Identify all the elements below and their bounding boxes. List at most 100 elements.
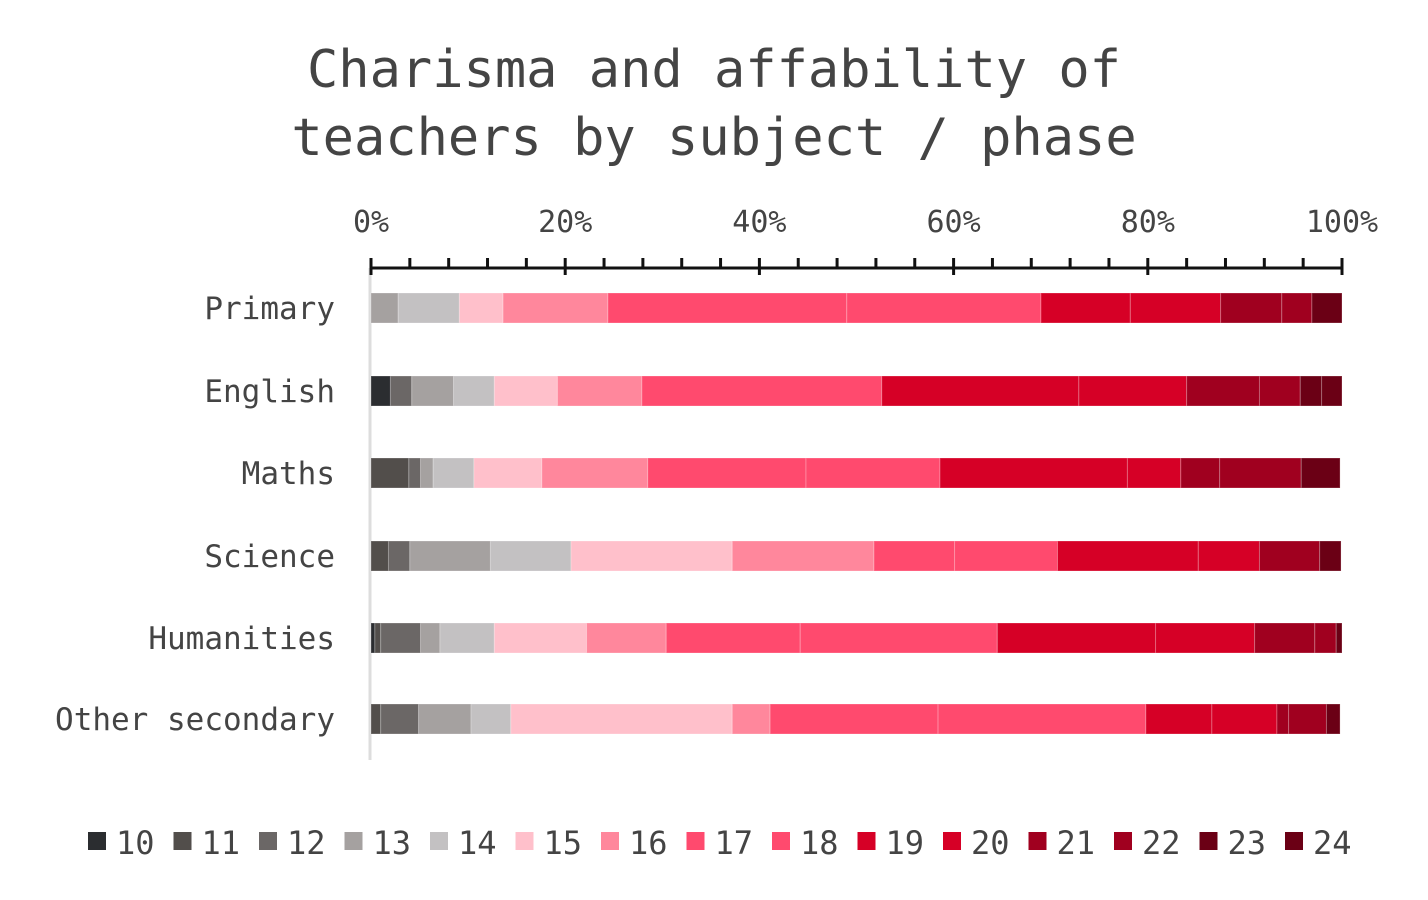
legend-swatch-16 <box>601 832 619 850</box>
chart-title: Charisma and affability of teachers by s… <box>0 36 1428 172</box>
bar-segment-22 <box>1288 703 1327 735</box>
bar-segment-13 <box>418 703 472 735</box>
bar-segment-14 <box>397 292 460 324</box>
legend-label: 24 <box>1313 824 1352 862</box>
bar-segment-23 <box>1319 540 1342 572</box>
bar-segment-17 <box>607 292 848 324</box>
legend-swatch-13 <box>344 832 363 850</box>
bar-segment-23 <box>1311 292 1343 324</box>
legend-label: 21 <box>1057 824 1096 862</box>
bar-segment-24 <box>1321 375 1343 407</box>
legend-label: 20 <box>971 824 1010 862</box>
bar-segment-16 <box>556 375 643 407</box>
legend-swatch-11 <box>173 832 192 850</box>
bar-segment-11 <box>374 622 382 654</box>
bar-segment-16 <box>541 457 649 489</box>
bar-segment-13 <box>411 375 455 407</box>
bar-segment-15 <box>570 540 733 572</box>
legend-label: 18 <box>800 824 839 862</box>
bar-segment-19 <box>1145 703 1213 735</box>
bar-segment-10 <box>370 375 391 407</box>
bar-segment-15 <box>493 375 558 407</box>
bar-segment-21 <box>1276 703 1290 735</box>
bar-segment-16 <box>502 292 609 324</box>
legend-swatch-18 <box>772 832 790 850</box>
category-label: English <box>204 374 335 410</box>
bar-segment-22 <box>1314 622 1337 654</box>
legend-label: 16 <box>629 824 668 862</box>
bar-segment-14 <box>470 703 512 735</box>
bar-segment-15 <box>493 622 588 654</box>
bar-segment-19 <box>996 622 1157 654</box>
bar-segment-16 <box>586 622 667 654</box>
x-tick-label: 100% <box>1306 205 1378 240</box>
legend-label: 23 <box>1228 824 1267 862</box>
bar-segment-19 <box>1056 540 1199 572</box>
bar-segment-16 <box>731 703 771 735</box>
bar-segment-14 <box>439 622 495 654</box>
bar-segment-18 <box>846 292 1042 324</box>
bar-segment-16 <box>731 540 875 572</box>
bar-segment-14 <box>489 540 572 572</box>
bar-segment-14 <box>432 457 475 489</box>
bar-segment-11 <box>370 457 410 489</box>
legend-swatch-22 <box>1114 832 1132 850</box>
bar-segment-18 <box>937 703 1147 735</box>
category-label: Primary <box>204 291 335 327</box>
bar-segment-22 <box>1281 292 1313 324</box>
legend-label: 17 <box>715 824 754 862</box>
bar-segment-19 <box>939 457 1128 489</box>
x-tick-label: 20% <box>538 205 592 240</box>
x-tick-label: 60% <box>927 205 981 240</box>
bar-segment-15 <box>510 703 733 735</box>
chart-title-line-2: teachers by subject / phase <box>291 108 1137 168</box>
x-tick-label: 0% <box>353 205 389 240</box>
legend-label: 22 <box>1142 824 1181 862</box>
bar-segment-23 <box>1300 457 1341 489</box>
legend-swatch-19 <box>857 832 876 850</box>
category-label: Science <box>204 539 335 575</box>
bar-segment-17 <box>665 622 801 654</box>
bar-segment-12 <box>387 540 411 572</box>
bar-segment-20 <box>1211 703 1278 735</box>
bar-segment-20 <box>1197 540 1260 572</box>
bar-segment-23 <box>1325 703 1341 735</box>
legend-swatch-10 <box>88 832 106 850</box>
bar-segment-20 <box>1129 292 1222 324</box>
bar-segment-21 <box>1180 457 1221 489</box>
bar-segment-19 <box>881 375 1080 407</box>
category-label: Humanities <box>148 621 335 657</box>
bar-segment-23 <box>1335 622 1343 654</box>
bar-segment-18 <box>799 622 998 654</box>
bar-segment-23 <box>1299 375 1323 407</box>
legend-swatch-23 <box>1199 832 1218 850</box>
bar-segment-17 <box>641 375 883 407</box>
bar-segment-17 <box>647 457 807 489</box>
bar-segment-12 <box>408 457 422 489</box>
category-label: Other secondary <box>55 702 335 738</box>
legend-swatch-21 <box>1028 832 1047 850</box>
x-tick-label: 40% <box>732 205 786 240</box>
bar-segment-12 <box>380 703 420 735</box>
chart-title-line-1: Charisma and affability of <box>307 40 1121 100</box>
bar-segment-18 <box>954 540 1058 572</box>
bar-segment-17 <box>769 703 939 735</box>
legend-label: 14 <box>458 824 497 862</box>
x-tick-label: 80% <box>1121 205 1175 240</box>
bar-segment-18 <box>805 457 941 489</box>
legend-swatch-14 <box>430 832 448 850</box>
legend-swatch-12 <box>259 832 277 850</box>
bar-segment-15 <box>458 292 504 324</box>
bar-segment-19 <box>1040 292 1131 324</box>
bar-segment-12 <box>380 622 422 654</box>
bar-segment-12 <box>389 375 413 407</box>
legend-swatch-15 <box>515 832 534 850</box>
bar-segment-13 <box>420 622 441 654</box>
legend-swatch-20 <box>943 832 961 850</box>
legend-label: 15 <box>544 824 583 862</box>
bar-segment-14 <box>453 375 495 407</box>
bar-segment-11 <box>370 703 382 735</box>
legend-label: 12 <box>287 824 326 862</box>
legend-swatch-17 <box>686 832 705 850</box>
